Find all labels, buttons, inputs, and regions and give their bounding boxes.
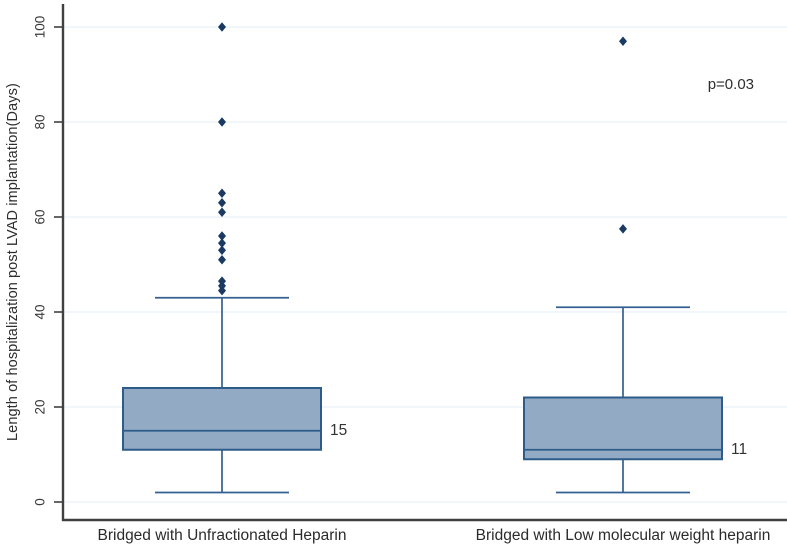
category-label-unfractionated-heparin: Bridged with Unfractionated Heparin — [97, 527, 347, 544]
p-value-annotation: p=0.03 — [707, 76, 754, 93]
y-tick-label: 80 — [33, 114, 48, 129]
category-label-low-molecular-weight-heparin: Bridged with Low molecular weight hepari… — [475, 527, 771, 544]
outlier-point — [619, 224, 627, 234]
y-tick-label: 0 — [33, 498, 48, 506]
y-tick-label: 100 — [33, 16, 48, 39]
outlier-point — [218, 117, 226, 127]
y-tick-label: 20 — [33, 399, 48, 414]
outlier-point — [218, 238, 226, 248]
outlier-point — [218, 188, 226, 199]
outlier-point — [619, 36, 627, 47]
outlier-point — [218, 22, 226, 32]
y-tick-label: 40 — [33, 304, 48, 319]
median-value-label-left: 15 — [330, 421, 348, 439]
outlier-point — [218, 245, 226, 256]
iqr-box — [122, 387, 322, 451]
outlier-point — [218, 207, 226, 218]
outlier-point — [218, 254, 226, 265]
outlier-point — [218, 276, 226, 286]
median-value-label-right: 11 — [731, 440, 748, 458]
y-tick-label: 60 — [33, 209, 48, 224]
outlier-point — [218, 231, 226, 241]
outlier-point — [218, 197, 226, 208]
